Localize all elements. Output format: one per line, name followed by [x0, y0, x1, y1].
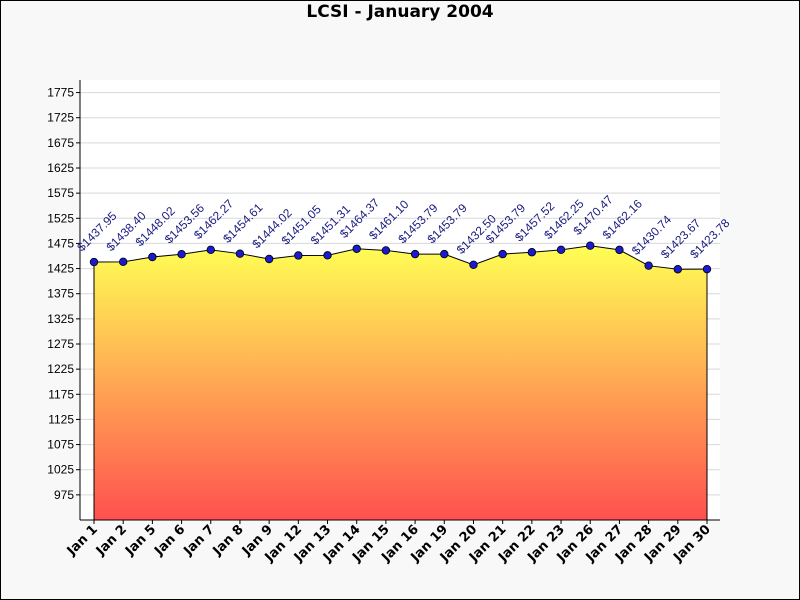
data-point	[264, 254, 274, 264]
x-tick-label: Jan 6	[151, 522, 188, 559]
data-point	[381, 246, 391, 255]
data-point	[469, 260, 478, 269]
data-point	[206, 245, 215, 255]
y-tick-label: 1175	[48, 387, 74, 401]
y-tick-label: 1375	[47, 287, 74, 301]
y-tick-label: 1575	[47, 186, 74, 200]
area-fill	[94, 245, 707, 520]
y-tick-label: 1725	[47, 111, 74, 125]
y-tick-label: 1675	[47, 136, 74, 150]
data-point	[89, 257, 99, 267]
y-tick-label: 1125	[48, 412, 74, 426]
y-tick-label: 1025	[47, 463, 74, 477]
x-tick-label: Jan 8	[210, 522, 247, 559]
y-tick-label: 1225	[47, 362, 74, 376]
data-point	[702, 264, 712, 274]
series-line	[93, 245, 708, 270]
y-tick-label: 1325	[47, 312, 74, 326]
data-point	[673, 265, 683, 274]
x-tick-label: Jan 1	[64, 522, 101, 559]
x-tick-label: Jan 5	[122, 522, 159, 559]
data-point	[556, 245, 566, 255]
data-point	[352, 244, 361, 253]
y-tick-label: 1075	[47, 438, 74, 452]
data-point	[586, 241, 595, 250]
x-tick-label: Jan 7	[181, 522, 218, 559]
data-point	[527, 248, 537, 257]
y-tick-label: 1425	[47, 262, 74, 276]
data-point	[410, 249, 420, 259]
x-tick-label: Jan 2	[93, 522, 130, 559]
data-point	[235, 249, 245, 258]
y-tick-label: 1275	[47, 337, 74, 351]
data-point	[148, 252, 157, 262]
data-point	[644, 261, 653, 270]
y-tick-label: 1475	[47, 236, 74, 250]
data-point	[440, 249, 449, 259]
data-point	[498, 249, 507, 259]
data-point	[118, 257, 128, 267]
data-point	[177, 250, 186, 259]
y-tick-label: 1625	[47, 161, 74, 175]
data-point	[323, 251, 332, 260]
data-point	[294, 251, 303, 260]
y-tick-label: 975	[54, 488, 74, 502]
y-tick-label: 1525	[47, 211, 74, 225]
data-point	[615, 245, 624, 255]
y-tick-label: 1775	[47, 86, 74, 100]
chart-title: LCSI - January 2004	[306, 2, 494, 22]
